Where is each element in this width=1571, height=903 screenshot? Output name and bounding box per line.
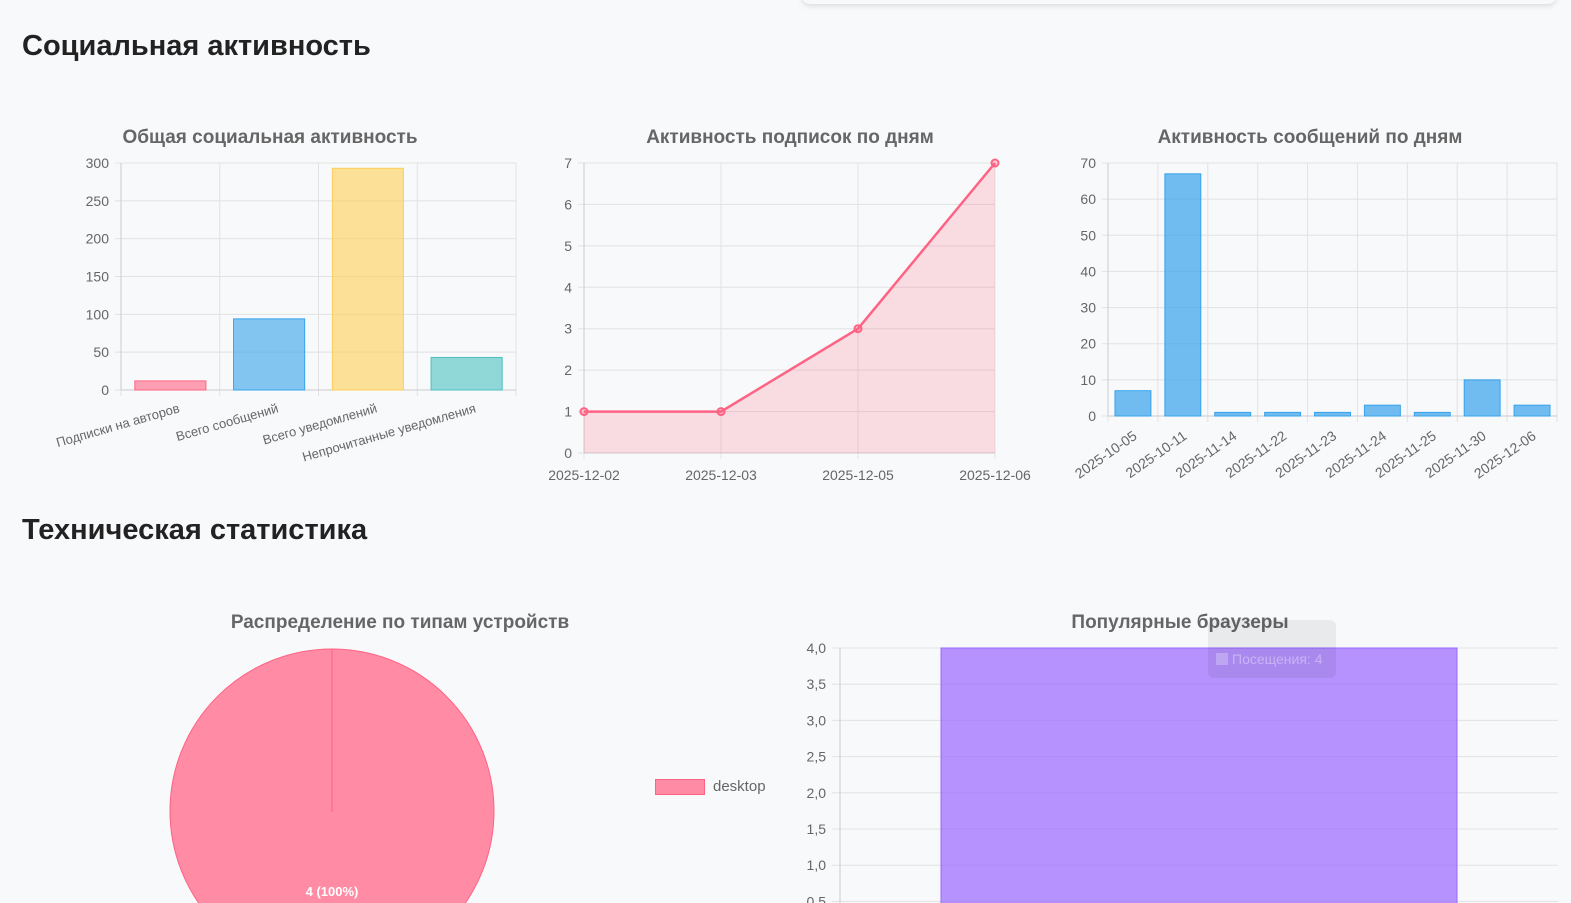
y-tick-label: 40 bbox=[1080, 263, 1096, 279]
y-tick-label: 7 bbox=[564, 155, 572, 171]
y-tick-label: 300 bbox=[86, 155, 110, 171]
bar[interactable] bbox=[1413, 411, 1451, 417]
pie-data-label: 4 (100%) bbox=[306, 884, 359, 899]
bar[interactable] bbox=[1363, 404, 1401, 417]
y-tick-label: 0,5 bbox=[807, 893, 827, 903]
y-tick-label: 6 bbox=[564, 196, 572, 212]
chart-title-device-types: Распределение по типам устройств bbox=[230, 612, 570, 633]
chart-title-overall-social: Общая социальная активность bbox=[122, 127, 418, 148]
chart-tooltip bbox=[1208, 620, 1336, 678]
y-tick-label: 0 bbox=[101, 382, 109, 398]
subscriptions-line-chart[interactable]: 0 1 2 3 4 5 6 7 2025-12-02 2025-12-03 2025-12-05 20… bbox=[530, 150, 1050, 490]
data-point[interactable] bbox=[579, 407, 589, 417]
chart-title-messages: Активность сообщений по дням bbox=[1157, 127, 1463, 148]
y-tick-label: 30 bbox=[1080, 300, 1096, 316]
y-tick-label: 70 bbox=[1080, 155, 1096, 171]
y-tick-label: 50 bbox=[93, 344, 109, 360]
tooltip-swatch-icon bbox=[1216, 653, 1228, 665]
y-tick-label: 200 bbox=[86, 231, 110, 247]
y-tick-label: 1 bbox=[564, 404, 572, 420]
y-tick-label: 2,0 bbox=[807, 785, 827, 801]
y-tick-label: 3,5 bbox=[807, 676, 827, 692]
chart-title-browsers: Популярные браузеры bbox=[1071, 612, 1289, 633]
social-section-title: Социальная активность bbox=[22, 30, 371, 62]
bar[interactable] bbox=[1264, 411, 1302, 417]
bar[interactable] bbox=[1214, 411, 1252, 417]
bar[interactable] bbox=[1164, 173, 1202, 417]
top-card-edge bbox=[802, 0, 1556, 4]
device-types-pie-chart[interactable]: 4 (100%) bbox=[160, 640, 510, 903]
bar[interactable] bbox=[1114, 390, 1152, 417]
y-tick-label: 0 bbox=[564, 445, 572, 461]
y-tick-label: 4,0 bbox=[807, 640, 827, 656]
bar[interactable] bbox=[1463, 379, 1501, 417]
x-tick-label: 2025-12-05 bbox=[822, 467, 894, 483]
legend-label: desktop bbox=[713, 778, 766, 795]
tooltip-content: Посещения: 4 bbox=[1216, 651, 1322, 667]
y-tick-label: 5 bbox=[564, 238, 572, 254]
x-tick-label: 2025-12-02 bbox=[548, 467, 620, 483]
x-tick-label: Непрочитанные уведомления bbox=[301, 400, 478, 464]
chart-title-subscriptions: Активность подписок по дням bbox=[646, 127, 934, 148]
y-tick-label: 2 bbox=[564, 362, 572, 378]
legend-swatch-icon bbox=[655, 778, 705, 795]
data-point[interactable] bbox=[716, 407, 726, 417]
bar[interactable] bbox=[331, 167, 404, 391]
technical-section-title: Техническая статистика bbox=[22, 514, 368, 546]
y-tick-label: 20 bbox=[1080, 336, 1096, 352]
y-tick-label: 150 bbox=[86, 269, 110, 285]
y-tick-label: 1,5 bbox=[807, 821, 827, 837]
bar-visits[interactable] bbox=[940, 647, 1458, 903]
bar[interactable] bbox=[134, 380, 207, 391]
y-tick-label: 4 bbox=[564, 279, 572, 295]
y-tick-label: 2,5 bbox=[807, 749, 827, 765]
y-tick-label: 50 bbox=[1080, 227, 1096, 243]
y-tick-label: 3,0 bbox=[807, 712, 827, 728]
y-tick-label: 3 bbox=[564, 321, 572, 337]
y-tick-label: 60 bbox=[1080, 191, 1096, 207]
y-tick-label: 1,0 bbox=[807, 857, 827, 873]
bar[interactable] bbox=[1513, 404, 1551, 417]
pie-legend-item-desktop[interactable]: desktop bbox=[655, 778, 766, 795]
bar[interactable] bbox=[233, 318, 306, 391]
y-tick-label: 250 bbox=[86, 193, 110, 209]
browsers-bar-chart[interactable]: 4,0 3,5 3,0 2,5 2,0 1,5 1,0 0,5 bbox=[780, 630, 1571, 903]
x-tick-label: 2025-12-03 bbox=[685, 467, 757, 483]
y-tick-label: 10 bbox=[1080, 372, 1096, 388]
data-point[interactable] bbox=[990, 158, 1000, 168]
data-point[interactable] bbox=[853, 324, 863, 334]
tooltip-text: Посещения: 4 bbox=[1232, 651, 1323, 667]
x-tick-label: 2025-12-06 bbox=[959, 467, 1031, 483]
bar[interactable] bbox=[1314, 411, 1351, 417]
y-tick-label: 100 bbox=[86, 306, 110, 322]
x-tick-label: Подписки на авторов bbox=[54, 400, 181, 450]
messages-bar-chart[interactable]: 0102030405060702025-10-052025-10-112025-… bbox=[1055, 150, 1571, 490]
y-tick-label: 0 bbox=[1088, 408, 1096, 424]
bar[interactable] bbox=[430, 356, 503, 391]
